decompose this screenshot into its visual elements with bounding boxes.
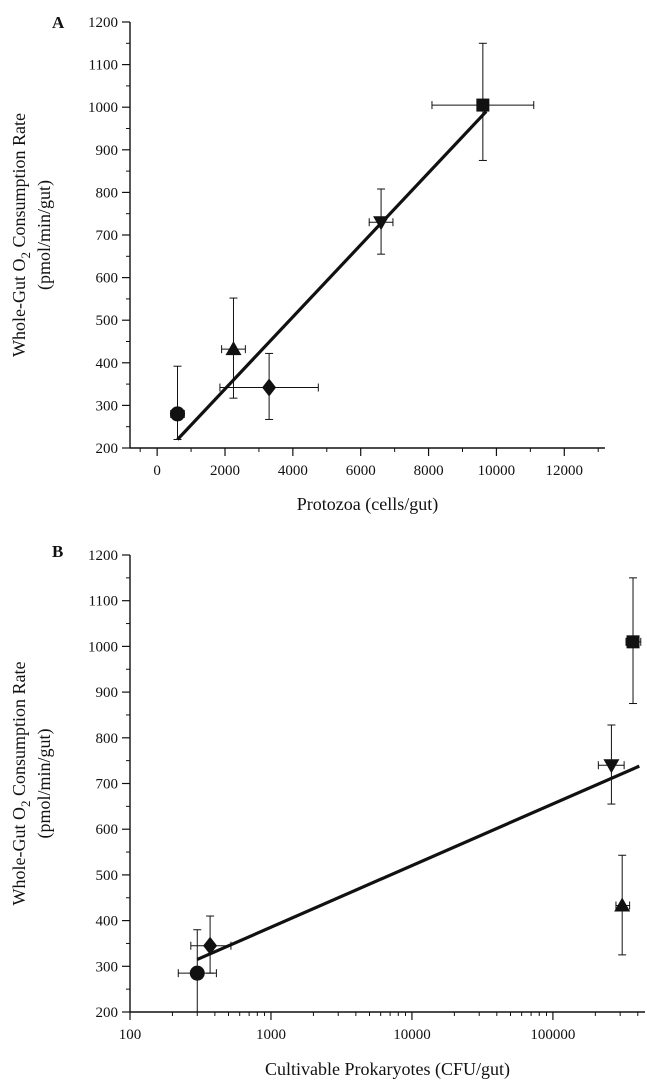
y-tick-label: 1200 — [88, 548, 118, 564]
marker-triangle-down — [373, 216, 390, 231]
data-point-triangle-up — [221, 297, 246, 399]
data-point-triangle-down — [368, 188, 394, 255]
y-tick-label: 400 — [96, 914, 119, 930]
data-point-triangle-down — [597, 724, 625, 805]
y-axis-label-units: (pmol/min/gut) — [34, 180, 55, 290]
x-tick-label: 10000 — [478, 463, 516, 479]
y-tick-label: 700 — [96, 228, 119, 244]
data-point-diamond — [219, 352, 319, 420]
x-tick-label: 0 — [153, 463, 161, 479]
y-tick-label: 900 — [96, 143, 119, 159]
y-tick-label: 600 — [96, 271, 119, 287]
y-tick-label: 200 — [96, 1005, 119, 1021]
x-tick-label: 1000 — [256, 1027, 286, 1043]
y-tick-label: 600 — [96, 822, 119, 838]
y-tick-label: 1200 — [88, 15, 118, 31]
regression-line — [196, 764, 640, 961]
y-axis-label-units: (pmol/min/gut) — [34, 728, 55, 838]
x-tick-label: 4000 — [278, 463, 308, 479]
marker-circle — [170, 406, 185, 422]
data-point-square — [625, 577, 642, 705]
data-point-triangle-up — [614, 854, 631, 956]
x-axis-label: Cultivable Prokaryotes (CFU/gut) — [265, 1059, 510, 1080]
y-tick-label: 800 — [96, 731, 119, 747]
panel-b: B 200 300 400 500 600 700 800 900 1000 1100 1200 100… — [9, 542, 645, 1080]
panel-letter: B — [52, 542, 63, 561]
y-tick-label: 1000 — [88, 639, 118, 655]
y-tick-label: 300 — [96, 398, 119, 414]
x-tick-label: 100 — [119, 1027, 142, 1043]
x-axis-label: Protozoa (cells/gut) — [297, 494, 438, 515]
y-axis-label-part: Whole-Gut O — [9, 259, 29, 357]
x-tick-label: 6000 — [346, 463, 376, 479]
marker-triangle-down — [603, 759, 620, 774]
y-tick-label: 700 — [96, 777, 119, 793]
marker-square — [476, 98, 490, 112]
data-point-circle — [177, 929, 217, 1013]
data-point-circle — [170, 365, 185, 440]
regression-line — [176, 110, 488, 441]
y-tick-label: 900 — [96, 685, 119, 701]
data-point-square — [431, 42, 535, 161]
marker-diamond — [262, 378, 277, 397]
data-point-diamond — [190, 915, 232, 974]
y-axis-label-part: Whole-Gut O — [9, 807, 29, 905]
y-axis-label-part: Consumption Rate — [9, 113, 29, 252]
marker-square — [626, 635, 640, 649]
x-tick-label: 2000 — [210, 463, 240, 479]
y-tick-label: 200 — [96, 441, 119, 457]
y-axis-label-part: Consumption Rate — [9, 661, 29, 800]
x-tick-label: 12000 — [546, 463, 584, 479]
x-tick-label: 10000 — [393, 1027, 431, 1043]
y-axis-label: Whole-Gut O2 Consumption Rate — [9, 113, 33, 357]
y-tick-label: 500 — [96, 313, 119, 329]
y-tick-label: 1000 — [88, 100, 118, 116]
marker-circle — [189, 965, 205, 981]
y-tick-label: 800 — [96, 185, 119, 201]
panel-letter: A — [52, 13, 65, 32]
y-axis-label-subscript: 2 — [18, 801, 33, 808]
y-tick-label: 1100 — [89, 58, 118, 74]
y-tick-label: 300 — [96, 959, 119, 975]
x-tick-label: 100000 — [530, 1027, 575, 1043]
marker-diamond — [203, 936, 218, 955]
marker-triangle-up — [225, 341, 242, 356]
marker-triangle-up — [614, 897, 631, 912]
x-tick-label: 8000 — [414, 463, 444, 479]
y-axis-label: Whole-Gut O2 Consumption Rate — [9, 661, 33, 905]
y-tick-label: 1100 — [89, 594, 118, 610]
y-tick-label: 500 — [96, 868, 119, 884]
y-axis-label-subscript: 2 — [18, 252, 33, 259]
y-tick-label: 400 — [96, 356, 119, 372]
